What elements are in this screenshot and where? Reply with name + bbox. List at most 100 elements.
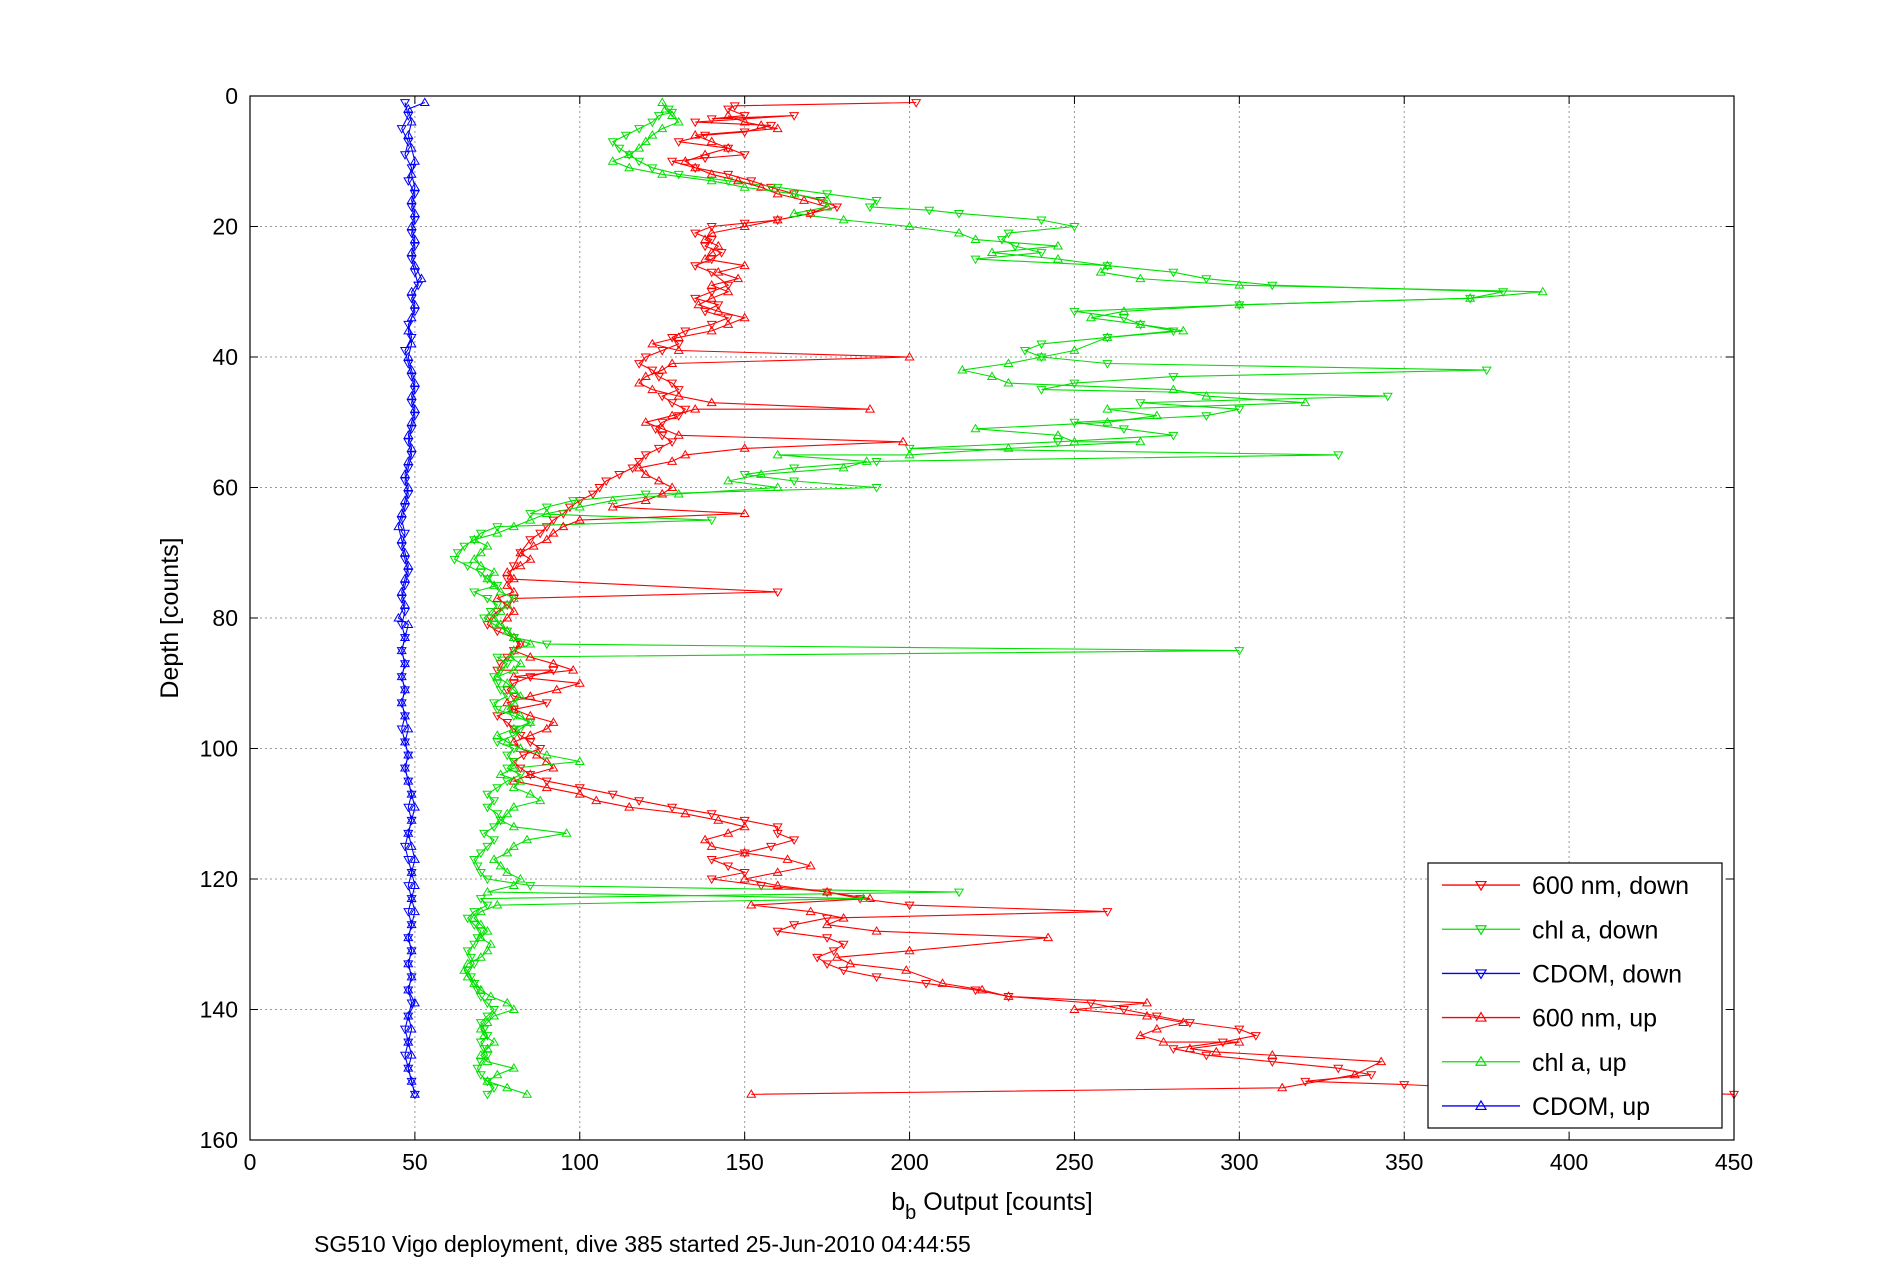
data-point (406, 286, 417, 296)
data-point (403, 775, 414, 785)
series-layer (393, 97, 1740, 1100)
data-point (723, 862, 734, 872)
legend-label: CDOM, up (1532, 1093, 1650, 1121)
data-point (406, 919, 417, 929)
data-point (1102, 332, 1113, 341)
data-point (403, 932, 414, 942)
data-point (1003, 991, 1014, 1000)
data-point (548, 527, 559, 537)
data-point (1201, 1051, 1212, 1061)
data-point (1069, 436, 1080, 446)
legend-entry: chl a, up (1442, 1049, 1627, 1077)
legend-label: 600 nm, down (1532, 872, 1689, 900)
data-point (706, 293, 717, 302)
data-point (399, 710, 411, 720)
data-point (515, 549, 526, 558)
data-point (406, 1076, 417, 1085)
data-point (957, 364, 968, 374)
data-point (488, 854, 500, 863)
data-point (492, 523, 503, 532)
data-point (700, 234, 711, 243)
data-point (525, 738, 536, 748)
data-point (508, 723, 519, 733)
data-point (403, 430, 414, 439)
data-point (706, 810, 717, 819)
data-point (700, 307, 711, 317)
x-tick-label: 350 (1385, 1149, 1423, 1175)
data-point (502, 580, 513, 589)
data-point (502, 627, 513, 637)
data-point (667, 482, 678, 491)
data-point (469, 855, 480, 865)
data-point (986, 247, 998, 257)
data-point (482, 575, 493, 585)
x-tick-label: 50 (402, 1149, 428, 1175)
data-point (525, 554, 536, 563)
data-point (653, 475, 664, 485)
data-point (822, 195, 833, 204)
data-point (403, 960, 414, 970)
data-point (667, 399, 678, 408)
data-point (399, 632, 411, 642)
data-point (756, 182, 767, 191)
data-point (403, 749, 414, 759)
data-point (475, 1058, 486, 1067)
data-point (508, 521, 519, 531)
data-point (406, 333, 417, 343)
data-point (399, 1025, 411, 1035)
data-point (723, 319, 734, 328)
data-point (838, 214, 849, 224)
data-point (1267, 1058, 1278, 1067)
data-point (1201, 275, 1212, 284)
data-point (472, 934, 483, 943)
data-point (822, 886, 833, 896)
data-point (492, 784, 503, 793)
data-point (640, 451, 651, 461)
data-point (406, 869, 417, 878)
data-point (502, 997, 513, 1007)
data-point (1036, 386, 1047, 395)
data-point (508, 841, 519, 850)
data-point (858, 893, 869, 903)
data-point (756, 120, 767, 129)
data-point (399, 599, 411, 609)
data-point (515, 873, 526, 883)
data-point (904, 351, 915, 361)
data-point (502, 567, 513, 576)
data-point (723, 286, 734, 296)
data-point (1135, 1030, 1146, 1040)
data-point (406, 169, 417, 178)
data-point (680, 327, 691, 337)
data-point (640, 495, 651, 504)
data-point (953, 210, 965, 219)
y-axis-label: Depth [counts] (156, 537, 184, 698)
data-point (495, 769, 506, 779)
data-point (713, 266, 724, 276)
data-point (406, 164, 417, 173)
data-point (660, 103, 671, 113)
data-point (772, 449, 783, 459)
data-point (1052, 438, 1064, 448)
data-point (587, 490, 599, 500)
data-point (488, 699, 500, 709)
data-point (706, 325, 717, 335)
data-point (406, 443, 417, 452)
data-point (406, 312, 417, 322)
data-point (482, 1090, 493, 1100)
data-point (1036, 340, 1047, 350)
data-point (508, 593, 519, 602)
data-point (541, 508, 552, 518)
data-point (1349, 1069, 1360, 1079)
data-point (515, 658, 526, 668)
data-point (515, 547, 526, 557)
data-point (406, 143, 417, 152)
data-point (723, 281, 734, 291)
series-line (496, 115, 1384, 1095)
data-point (502, 1082, 513, 1092)
data-point (1168, 373, 1179, 382)
data-point (406, 788, 417, 798)
data-point (1168, 268, 1179, 278)
data-point (406, 999, 417, 1009)
data-point (492, 899, 503, 909)
data-point (667, 379, 678, 389)
